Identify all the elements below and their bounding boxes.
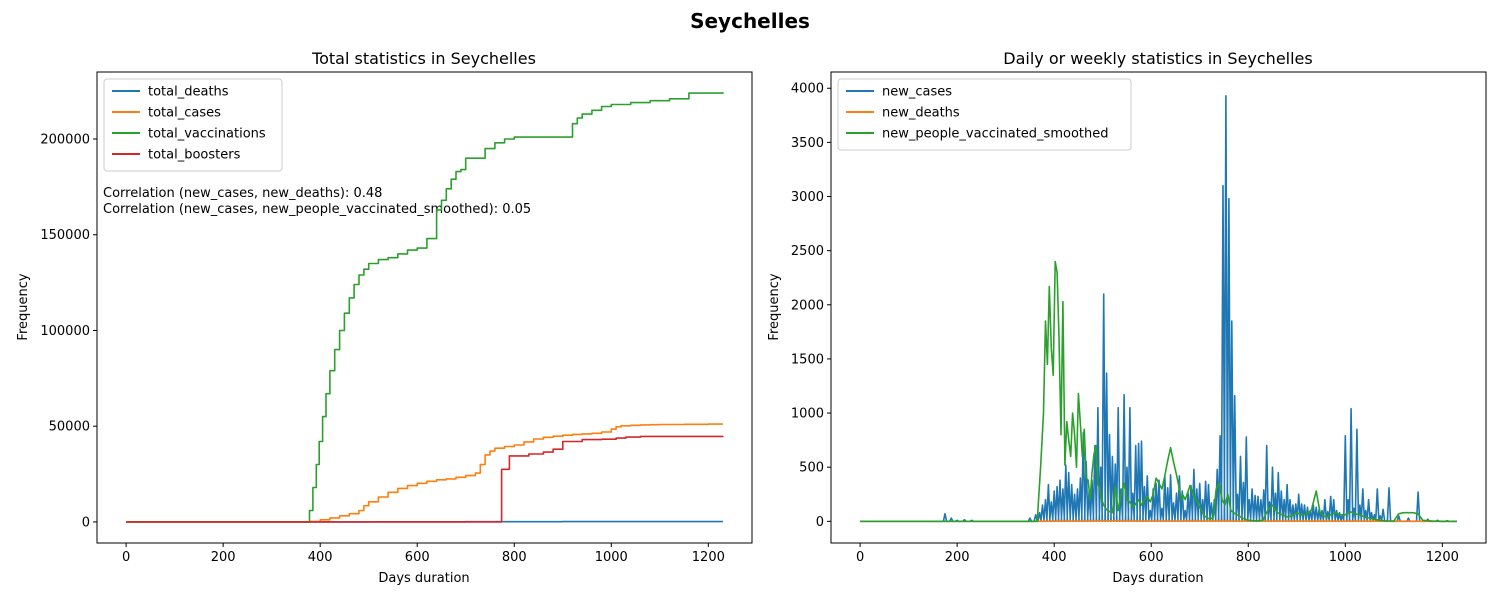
daily-y-tick-label: 2500 [791,244,824,259]
total-statistics-xlabel: Days duration [378,571,469,586]
daily-x-tick-label: 400 [1042,550,1067,565]
total-y-tick-label: 50000 [49,420,90,435]
series-line-total-vaccinations [126,92,724,523]
total-y-tick-label: 0 [82,515,90,530]
daily-x-tick-label: 200 [945,550,970,565]
daily-y-tick-label: 3000 [791,190,824,205]
daily-x-tick-label: 0 [856,550,864,565]
series-line-total-boosters [126,435,724,523]
series-line-total-cases [126,423,723,523]
daily-axes-frame [830,71,1487,544]
legend-label-new-cases: new_cases [882,85,952,100]
total-x-tick-label: 600 [405,550,430,565]
total-y-tick-label: 150000 [40,228,90,243]
total-x-tick-label: 800 [502,550,527,565]
legend-label-total-boosters: total_boosters [148,148,241,163]
daily-statistics-panel: Daily or weekly statistics in Seychelles… [767,49,1487,586]
daily-x-tick-label: 800 [1236,550,1261,565]
daily-statistics-title: Daily or weekly statistics in Seychelles [1003,49,1312,68]
correlation-annotation-vaccinated: Correlation (new_cases, new_people_vacci… [103,202,531,217]
total-x-tick-label: 0 [122,550,130,565]
correlation-annotation-deaths: Correlation (new_cases, new_deaths): 0.4… [103,186,382,201]
total-plot-area [126,92,724,523]
total-y-tick-label: 100000 [40,324,90,339]
daily-y-tick-label: 500 [799,461,824,476]
total-statistics-title: Total statistics in Seychelles [311,49,536,68]
total-y-tick-label: 200000 [40,133,90,148]
daily-x-tick-label: 600 [1139,550,1164,565]
daily-x-tick-label: 1200 [1426,550,1459,565]
daily-y-tick-label: 3500 [791,136,824,151]
series-line-new-cases [860,95,1457,523]
daily-y-tick-label: 1500 [791,352,824,367]
legend-label-total-cases: total_cases [148,106,221,121]
daily-y-tick-label: 4000 [791,82,824,97]
daily-y-tick-label: 0 [816,515,824,530]
daily-legend: new_cases new_deaths new_people_vaccinated… [837,78,1132,151]
daily-y-tick-label: 2000 [791,298,824,313]
daily-legend-box [837,78,1132,151]
series-line-new-people-vaccinated-smoothed [860,260,1457,523]
total-legend-box [103,78,283,172]
figure-title: Seychelles [690,9,810,33]
legend-label-new-people-vaccinated-smoothed: new_people_vaccinated_smoothed [882,127,1108,142]
total-x-tick-label: 200 [211,550,236,565]
total-statistics-panel: Total statistics in Seychelles Days dura… [16,49,753,586]
daily-plot-area [860,95,1457,523]
daily-x-tick-label: 1000 [1329,550,1362,565]
legend-label-new-deaths: new_deaths [882,106,960,121]
total-statistics-ylabel: Frequency [16,273,31,340]
legend-label-total-vaccinations: total_vaccinations [148,127,266,142]
daily-statistics-xlabel: Days duration [1112,571,1203,586]
series-line-new-deaths [860,520,1457,523]
total-x-tick-label: 400 [308,550,333,565]
total-axes-frame [96,71,753,544]
total-x-tick-label: 1000 [595,550,628,565]
total-x-tick-label: 1200 [692,550,725,565]
daily-statistics-ylabel: Frequency [767,273,782,340]
legend-label-total-deaths: total_deaths [148,85,229,100]
total-legend: total_deaths total_cases total_vaccination… [103,78,283,172]
daily-y-tick-label: 1000 [791,407,824,422]
